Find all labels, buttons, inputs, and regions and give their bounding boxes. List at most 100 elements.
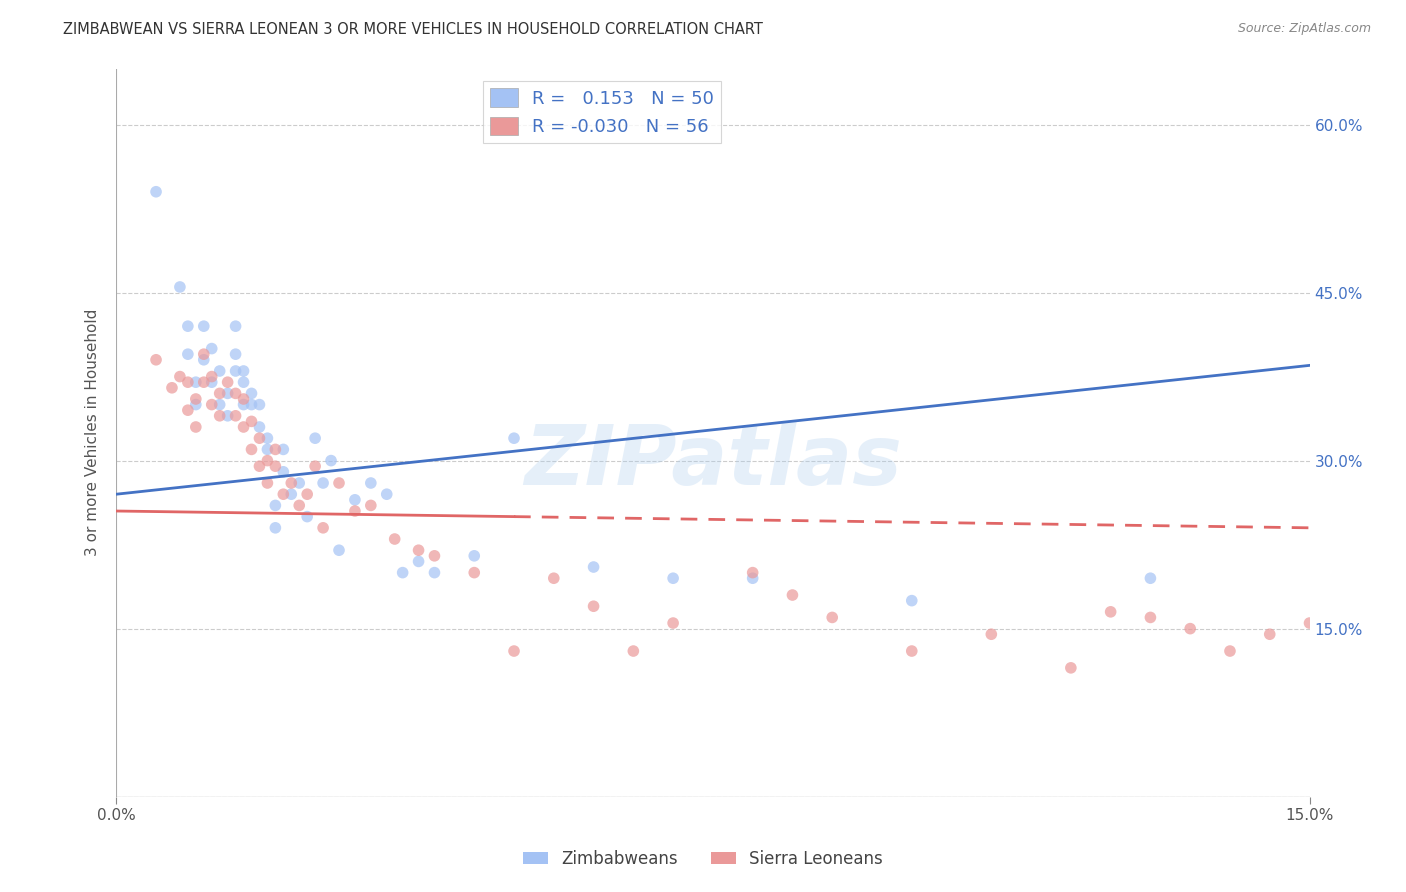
Point xyxy=(280,487,302,501)
Y-axis label: 3 or more Vehicles in Household: 3 or more Vehicles in Household xyxy=(86,309,100,557)
Point xyxy=(1180,622,1202,636)
Point xyxy=(160,381,183,395)
Point xyxy=(312,521,335,535)
Point xyxy=(391,566,413,580)
Point xyxy=(201,369,224,384)
Point xyxy=(312,475,335,490)
Point xyxy=(256,431,278,445)
Point xyxy=(1060,661,1083,675)
Point xyxy=(463,566,485,580)
Point xyxy=(375,487,398,501)
Point xyxy=(288,499,311,513)
Point xyxy=(503,431,526,445)
Point xyxy=(288,475,311,490)
Point xyxy=(249,431,271,445)
Point xyxy=(821,610,844,624)
Point xyxy=(273,442,295,457)
Point xyxy=(217,409,239,423)
Point xyxy=(193,319,215,334)
Point xyxy=(503,644,526,658)
Point xyxy=(1298,615,1320,630)
Point xyxy=(201,342,224,356)
Point xyxy=(295,487,318,501)
Point xyxy=(240,414,263,428)
Point xyxy=(256,442,278,457)
Point xyxy=(1258,627,1281,641)
Point xyxy=(193,375,215,389)
Point xyxy=(304,431,326,445)
Point xyxy=(408,554,430,568)
Point xyxy=(201,375,224,389)
Point xyxy=(232,392,254,406)
Point xyxy=(184,398,207,412)
Point xyxy=(1139,571,1161,585)
Point xyxy=(280,475,302,490)
Point xyxy=(169,369,191,384)
Point xyxy=(343,492,366,507)
Point xyxy=(225,364,247,378)
Point xyxy=(232,398,254,412)
Point xyxy=(145,185,167,199)
Point xyxy=(423,566,446,580)
Point xyxy=(582,599,605,614)
Legend: R =   0.153   N = 50, R = -0.030   N = 56: R = 0.153 N = 50, R = -0.030 N = 56 xyxy=(484,81,721,144)
Point xyxy=(217,375,239,389)
Point xyxy=(543,571,565,585)
Text: ZIMBABWEAN VS SIERRA LEONEAN 3 OR MORE VEHICLES IN HOUSEHOLD CORRELATION CHART: ZIMBABWEAN VS SIERRA LEONEAN 3 OR MORE V… xyxy=(63,22,763,37)
Point xyxy=(582,560,605,574)
Point xyxy=(217,386,239,401)
Text: ZIPatlas: ZIPatlas xyxy=(524,421,901,502)
Point xyxy=(900,593,922,607)
Point xyxy=(343,504,366,518)
Point xyxy=(662,615,685,630)
Point xyxy=(741,571,763,585)
Point xyxy=(240,442,263,457)
Point xyxy=(662,571,685,585)
Point xyxy=(1099,605,1122,619)
Point xyxy=(1219,644,1241,658)
Point xyxy=(423,549,446,563)
Point xyxy=(225,319,247,334)
Point xyxy=(1139,610,1161,624)
Point xyxy=(264,442,287,457)
Point xyxy=(177,319,200,334)
Point xyxy=(273,465,295,479)
Point xyxy=(201,398,224,412)
Point xyxy=(741,566,763,580)
Point xyxy=(980,627,1002,641)
Point xyxy=(900,644,922,658)
Point xyxy=(621,644,644,658)
Point xyxy=(208,386,231,401)
Point xyxy=(193,352,215,367)
Point xyxy=(145,352,167,367)
Point xyxy=(328,475,350,490)
Point xyxy=(249,398,271,412)
Point xyxy=(225,347,247,361)
Point xyxy=(232,375,254,389)
Point xyxy=(249,459,271,474)
Point xyxy=(177,403,200,417)
Legend: Zimbabweans, Sierra Leoneans: Zimbabweans, Sierra Leoneans xyxy=(516,844,890,875)
Point xyxy=(408,543,430,558)
Point xyxy=(193,347,215,361)
Text: Source: ZipAtlas.com: Source: ZipAtlas.com xyxy=(1237,22,1371,36)
Point xyxy=(264,459,287,474)
Point xyxy=(782,588,804,602)
Point xyxy=(240,386,263,401)
Point xyxy=(208,409,231,423)
Point xyxy=(256,475,278,490)
Point xyxy=(208,364,231,378)
Point xyxy=(463,549,485,563)
Point xyxy=(264,499,287,513)
Point xyxy=(360,499,382,513)
Point xyxy=(240,398,263,412)
Point xyxy=(225,386,247,401)
Point xyxy=(177,375,200,389)
Point xyxy=(384,532,406,546)
Point xyxy=(225,409,247,423)
Point xyxy=(208,398,231,412)
Point xyxy=(319,453,342,467)
Point xyxy=(295,509,318,524)
Point xyxy=(184,375,207,389)
Point xyxy=(184,392,207,406)
